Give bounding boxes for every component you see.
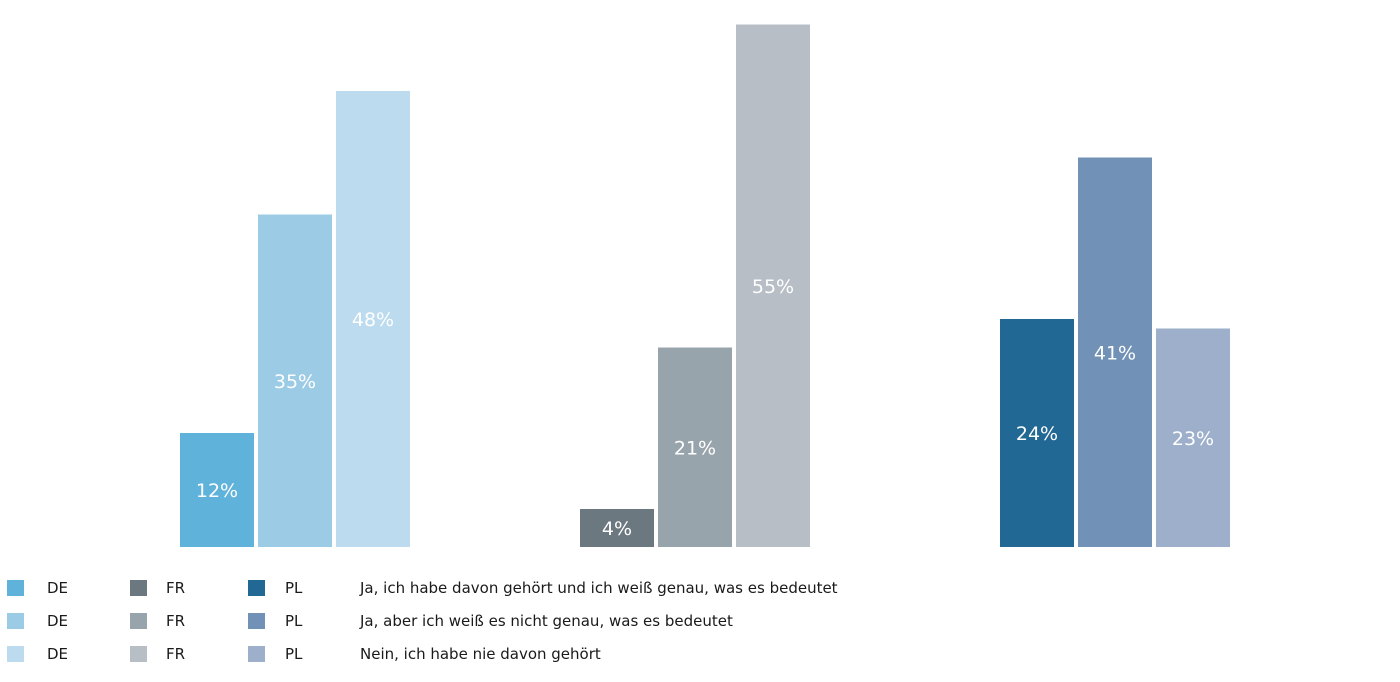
legend-label-1: Ja, ich habe davon gehört und ich weiß g… — [360, 579, 838, 597]
bar-fr-series-2 — [658, 347, 732, 547]
bar-value-label: 24% — [1016, 423, 1058, 445]
legend-swatch-de-3 — [7, 646, 24, 662]
bar-value-label: 55% — [752, 276, 794, 298]
legend-code-de: DE — [47, 645, 69, 663]
bar-value-label: 12% — [196, 480, 238, 502]
legend-swatch-fr-3 — [130, 646, 147, 662]
bar-de-series-1 — [180, 433, 254, 547]
legend-swatch-de-1 — [7, 580, 24, 596]
legend-code-fr: FR — [166, 645, 186, 663]
legend-label-3: Nein, ich habe nie davon gehört — [360, 645, 601, 663]
legend-code-pl: PL — [285, 579, 303, 597]
legend-swatch-fr-2 — [130, 613, 147, 629]
bar-value-label: 4% — [602, 518, 632, 540]
bar-chart: 12% 35% 48% 4% 21% 55% 24% 41% 23% — [180, 24, 1230, 547]
bar-fr-series-3 — [736, 24, 810, 547]
bar-value-label: 48% — [352, 309, 394, 331]
bar-value-label: 41% — [1094, 342, 1136, 364]
legend-row-3: DE FR PL Nein, ich habe nie davon gehört — [0, 644, 1400, 664]
legend-code-pl: PL — [285, 612, 303, 630]
legend-swatch-pl-2 — [248, 613, 265, 629]
bar-pl-series-3 — [1156, 328, 1230, 547]
bar-pl-series-1 — [1000, 319, 1074, 547]
bar-de-series-2 — [258, 214, 332, 547]
legend-code-fr: FR — [166, 612, 186, 630]
bar-value-label: 21% — [674, 437, 716, 459]
legend-swatch-de-2 — [7, 613, 24, 629]
bar-value-label: 35% — [274, 371, 316, 393]
legend-label-2: Ja, aber ich weiß es nicht genau, was es… — [360, 612, 733, 630]
legend-code-de: DE — [47, 612, 69, 630]
bar-fr-series-1 — [580, 509, 654, 547]
legend-code-pl: PL — [285, 645, 303, 663]
legend-code-fr: FR — [166, 579, 186, 597]
bar-pl-series-2 — [1078, 157, 1152, 547]
legend-row-2: DE FR PL Ja, aber ich weiß es nicht gena… — [0, 611, 1400, 631]
legend-code-de: DE — [47, 579, 69, 597]
legend-swatch-fr-1 — [130, 580, 147, 596]
bar-de-series-3 — [336, 91, 410, 547]
legend-swatch-pl-1 — [248, 580, 265, 596]
legend-row-1: DE FR PL Ja, ich habe davon gehört und i… — [0, 578, 1400, 598]
bar-value-label: 23% — [1172, 428, 1214, 450]
legend-swatch-pl-3 — [248, 646, 265, 662]
